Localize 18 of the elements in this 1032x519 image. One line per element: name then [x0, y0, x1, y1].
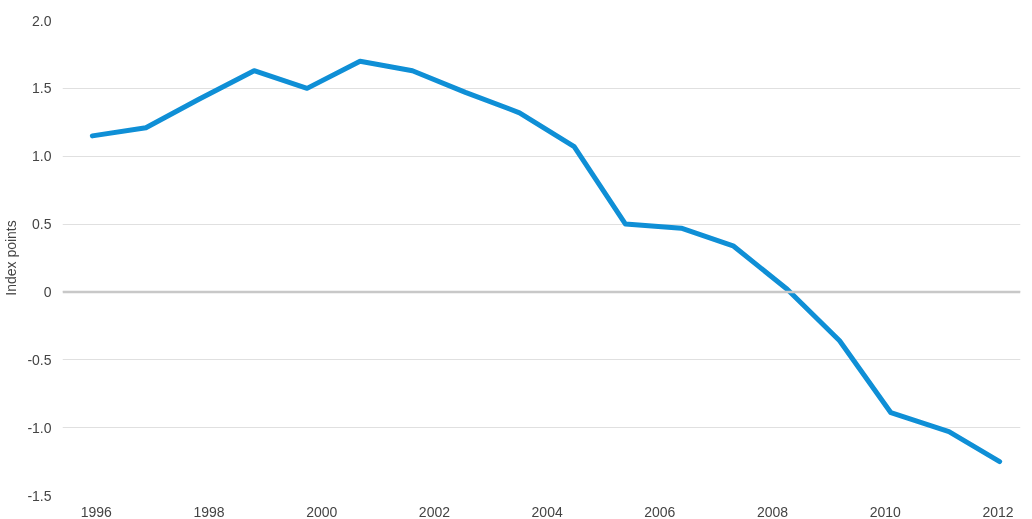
x-tick-label: 2002: [418, 503, 451, 519]
x-tick-label: 2010: [869, 503, 902, 519]
y-tick-label: 1.5: [32, 80, 52, 97]
y-tick-label: 0: [43, 283, 52, 300]
x-tick-label: 1996: [80, 503, 113, 519]
x-tick-label: 2012: [982, 503, 1014, 519]
x-tick-label: 2000: [306, 503, 338, 519]
y-tick-label: -0.5: [27, 351, 52, 368]
y-tick-label: 0.5: [32, 216, 52, 233]
y-tick-label: 1.0: [32, 148, 52, 165]
y-tick-label: -1.5: [27, 487, 52, 504]
y-axis-title: Index points: [3, 220, 20, 296]
x-tick-label: 2008: [756, 503, 789, 519]
y-tick-label: -1.0: [27, 419, 52, 436]
x-tick-label: 1998: [193, 503, 225, 519]
x-tick-label: 2004: [531, 503, 563, 519]
y-tick-label: 2.0: [32, 12, 52, 29]
x-tick-label: 2006: [644, 503, 676, 519]
